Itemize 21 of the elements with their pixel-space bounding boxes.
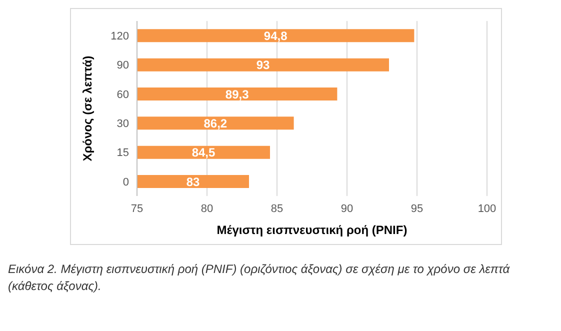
x-tick-label: 85 (270, 202, 284, 215)
y-tick-label: 15 (116, 147, 129, 160)
x-tick-label: 75 (130, 202, 144, 215)
y-tick-label: 120 (110, 30, 129, 42)
y-tick-label: 30 (116, 118, 129, 130)
data-label: 93 (256, 58, 270, 72)
y-tick-label: 90 (116, 60, 129, 72)
data-label: 83 (186, 174, 200, 189)
text: Εικόνα 2. Μέγιστη εισπνευστική ροή (PNIF) (οριζόντιος άξονας) σε σχέση με το χρόνο σε λεπτά (κάθετος άξονας). (8, 261, 511, 295)
x-axis-title: Μέγιστη εισπνευστική ροή (PNIF) (216, 223, 408, 237)
x-tick-label: 80 (200, 202, 214, 215)
y-tick-label: 60 (116, 88, 129, 101)
data-label: 86,2 (204, 116, 228, 130)
y-axis-title: Χρόνος (σε λεπτά) (80, 56, 94, 162)
x-tick-label: 90 (340, 202, 354, 215)
data-label: 84,5 (192, 146, 216, 160)
x-tick-label: 100 (478, 202, 496, 215)
data-label: 89,3 (225, 87, 250, 102)
x-tick-label: 95 (410, 202, 424, 215)
data-label: 94,8 (264, 28, 288, 43)
y-tick-label: 0 (122, 176, 129, 188)
